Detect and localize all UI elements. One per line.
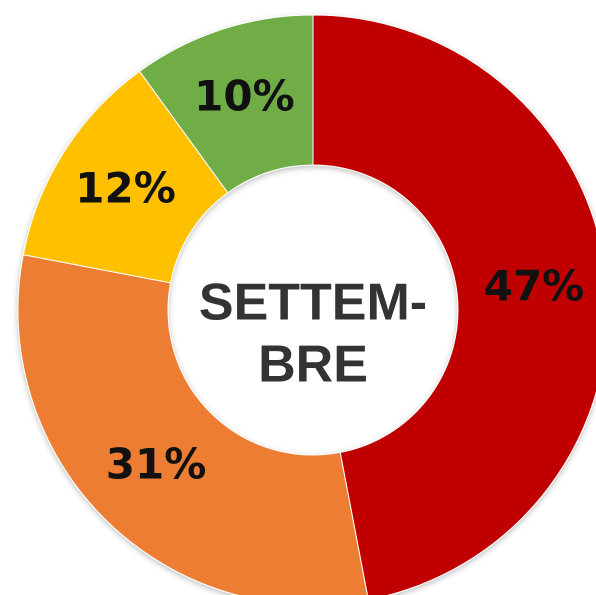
value-label: 47%: [484, 262, 585, 311]
slice: [22, 70, 229, 284]
donut: [17, 14, 596, 595]
center-label: SETTEM-: [199, 274, 427, 332]
labels: 47% 31% 12% 10%: [75, 71, 584, 488]
center-label: BRE: [258, 336, 368, 394]
value-label: 12%: [75, 164, 176, 213]
slice: [138, 14, 314, 194]
slice: [17, 254, 368, 595]
slice: [312, 14, 596, 595]
value-label: 10%: [194, 71, 295, 120]
value-label: 31%: [106, 439, 207, 488]
